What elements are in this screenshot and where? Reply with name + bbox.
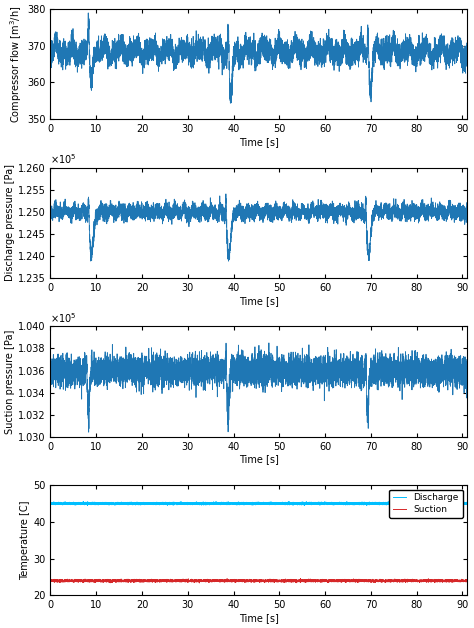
Discharge xyxy=(47,500,53,507)
Suction xyxy=(197,579,202,587)
Discharge xyxy=(196,501,202,508)
Y-axis label: Temperature [C]: Temperature [C] xyxy=(20,501,30,580)
Suction xyxy=(236,578,241,585)
Discharge xyxy=(122,501,128,508)
Discharge xyxy=(85,502,91,509)
Text: ×10$^5$: ×10$^5$ xyxy=(50,311,77,325)
Suction xyxy=(464,577,470,585)
Y-axis label: Compressor flow [m$^3$/h]: Compressor flow [m$^3$/h] xyxy=(9,6,24,123)
X-axis label: Time [s]: Time [s] xyxy=(239,613,279,623)
X-axis label: Time [s]: Time [s] xyxy=(239,296,279,306)
Suction xyxy=(262,577,267,584)
Suction xyxy=(47,576,53,583)
Suction xyxy=(196,577,202,585)
Legend: Discharge, Suction: Discharge, Suction xyxy=(389,490,463,517)
Discharge xyxy=(81,497,86,505)
Text: ×10$^5$: ×10$^5$ xyxy=(50,153,77,166)
Suction xyxy=(122,577,128,585)
Discharge xyxy=(262,500,267,507)
Suction xyxy=(331,577,337,585)
Suction xyxy=(76,577,82,584)
Y-axis label: Discharge pressure [Pa]: Discharge pressure [Pa] xyxy=(5,165,15,281)
Line: Suction: Suction xyxy=(50,578,467,583)
Line: Discharge: Discharge xyxy=(50,501,467,506)
Discharge xyxy=(76,499,82,507)
Y-axis label: Suction pressure [Pa]: Suction pressure [Pa] xyxy=(5,329,15,434)
Discharge xyxy=(464,501,470,508)
X-axis label: Time [s]: Time [s] xyxy=(239,455,279,464)
Discharge xyxy=(236,500,241,507)
X-axis label: Time [s]: Time [s] xyxy=(239,137,279,147)
Discharge xyxy=(331,499,337,507)
Suction xyxy=(298,575,303,582)
